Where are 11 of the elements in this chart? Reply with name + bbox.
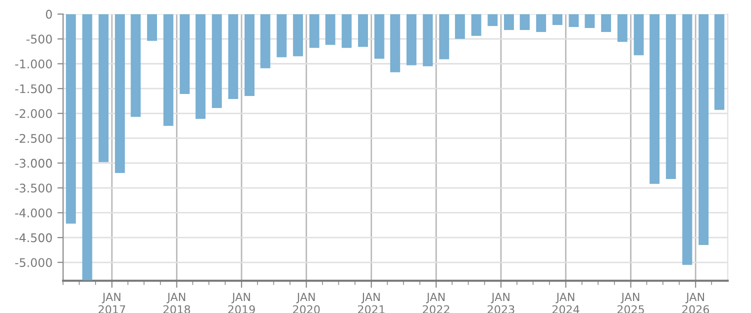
y-tick-label: -4.500 (15, 233, 52, 242)
y-tick-label: -2.500 (15, 134, 52, 143)
y-tick-label: -3.000 (15, 158, 52, 168)
y-tick-label: -2.000 (15, 109, 52, 118)
y-tick-label: 0 (46, 10, 52, 19)
y-tick-label: -1.500 (15, 84, 52, 94)
y-tick-label: -500 (26, 34, 52, 44)
y-tick-label: -3.500 (15, 184, 52, 193)
y-tick-label: -5.000 (15, 258, 52, 268)
y-tick-label: -4.000 (15, 208, 52, 218)
y-tick-label: -1.000 (15, 59, 52, 68)
